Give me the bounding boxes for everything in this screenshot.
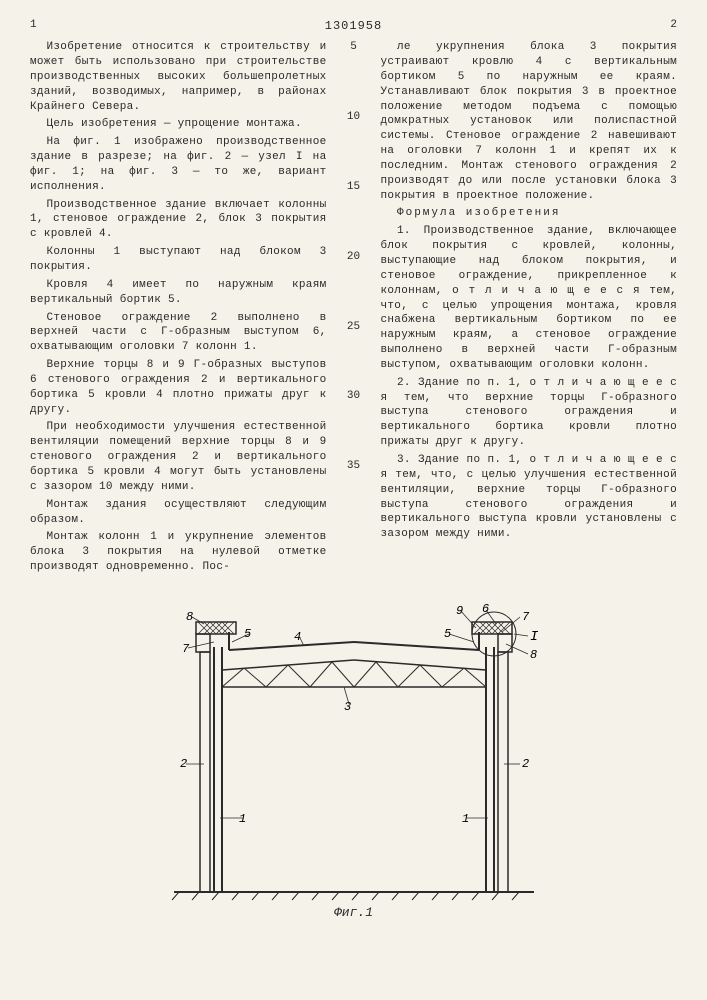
line-number: 20 <box>345 250 363 265</box>
page-number-right: 2 <box>670 18 677 34</box>
paragraph: Колонны 1 выступают над блоком 3 покрыти… <box>30 245 327 275</box>
paragraph: Монтаж здания осуществляют следующим обр… <box>30 498 327 528</box>
paragraph: Верхние торцы 8 и 9 Г-образных выступов … <box>30 358 327 417</box>
line-number: 15 <box>345 180 363 195</box>
paragraph: Цель изобретения — упрощение монтажа. <box>30 117 327 132</box>
figure-1: 8 7 6 9 5 5 4 7 I 8 3 2 2 1 1 <box>30 592 677 922</box>
right-column: ле укрупнения блока 3 покрытия устраиваю… <box>381 40 678 578</box>
paragraph: На фиг. 1 изображено производственное зд… <box>30 135 327 194</box>
label-1r: 1 <box>462 812 469 826</box>
label-I: I <box>530 629 539 645</box>
paragraph: Изобретение относится к строительству и … <box>30 40 327 114</box>
text-columns: Изобретение относится к строительству и … <box>30 40 677 578</box>
page-number-left: 1 <box>30 18 37 34</box>
label-9: 9 <box>456 604 463 618</box>
label-1: 1 <box>239 812 246 826</box>
label-7r: 7 <box>522 610 530 624</box>
claim: 1. Производственное здание, включающее б… <box>381 224 678 372</box>
line-number: 10 <box>345 110 363 125</box>
paragraph: ле укрупнения блока 3 покрытия устраиваю… <box>381 40 678 203</box>
line-numbers: 5 10 15 20 25 30 35 <box>345 40 363 578</box>
label-3: 3 <box>344 700 351 714</box>
formula-header: Формула изобретения <box>381 206 678 221</box>
paragraph: Стеновое ограждение 2 выполнено в верхне… <box>30 311 327 356</box>
paragraph: Монтаж колонн 1 и укрупнение элементов б… <box>30 530 327 575</box>
page-header: 1 1301958 2 <box>30 18 677 34</box>
paragraph: При необходимости улучшения естественной… <box>30 420 327 494</box>
label-8r: 8 <box>530 648 537 662</box>
paragraph: Производственное здание включает колонны… <box>30 198 327 243</box>
figure-svg: 8 7 6 9 5 5 4 7 I 8 3 2 2 1 1 <box>144 592 564 902</box>
label-5: 5 <box>244 627 251 641</box>
claim: 2. Здание по п. 1, о т л и ч а ю щ е е с… <box>381 376 678 450</box>
patent-number: 1301958 <box>37 18 671 34</box>
line-number: 35 <box>345 459 363 474</box>
label-2r: 2 <box>522 757 529 771</box>
figure-label: Фиг.1 <box>30 904 677 922</box>
line-number: 30 <box>345 389 363 404</box>
line-number: 25 <box>345 320 363 335</box>
paragraph: Кровля 4 имеет по наружным краям вертика… <box>30 278 327 308</box>
label-6: 6 <box>482 602 489 616</box>
label-4: 4 <box>294 630 301 644</box>
page: 1 1301958 2 Изобретение относится к стро… <box>0 0 707 1000</box>
claim: 3. Здание по п. 1, о т л и ч а ю щ е е с… <box>381 453 678 542</box>
line-number: 5 <box>345 40 363 55</box>
left-column: Изобретение относится к строительству и … <box>30 40 327 578</box>
label-7: 7 <box>182 642 190 656</box>
